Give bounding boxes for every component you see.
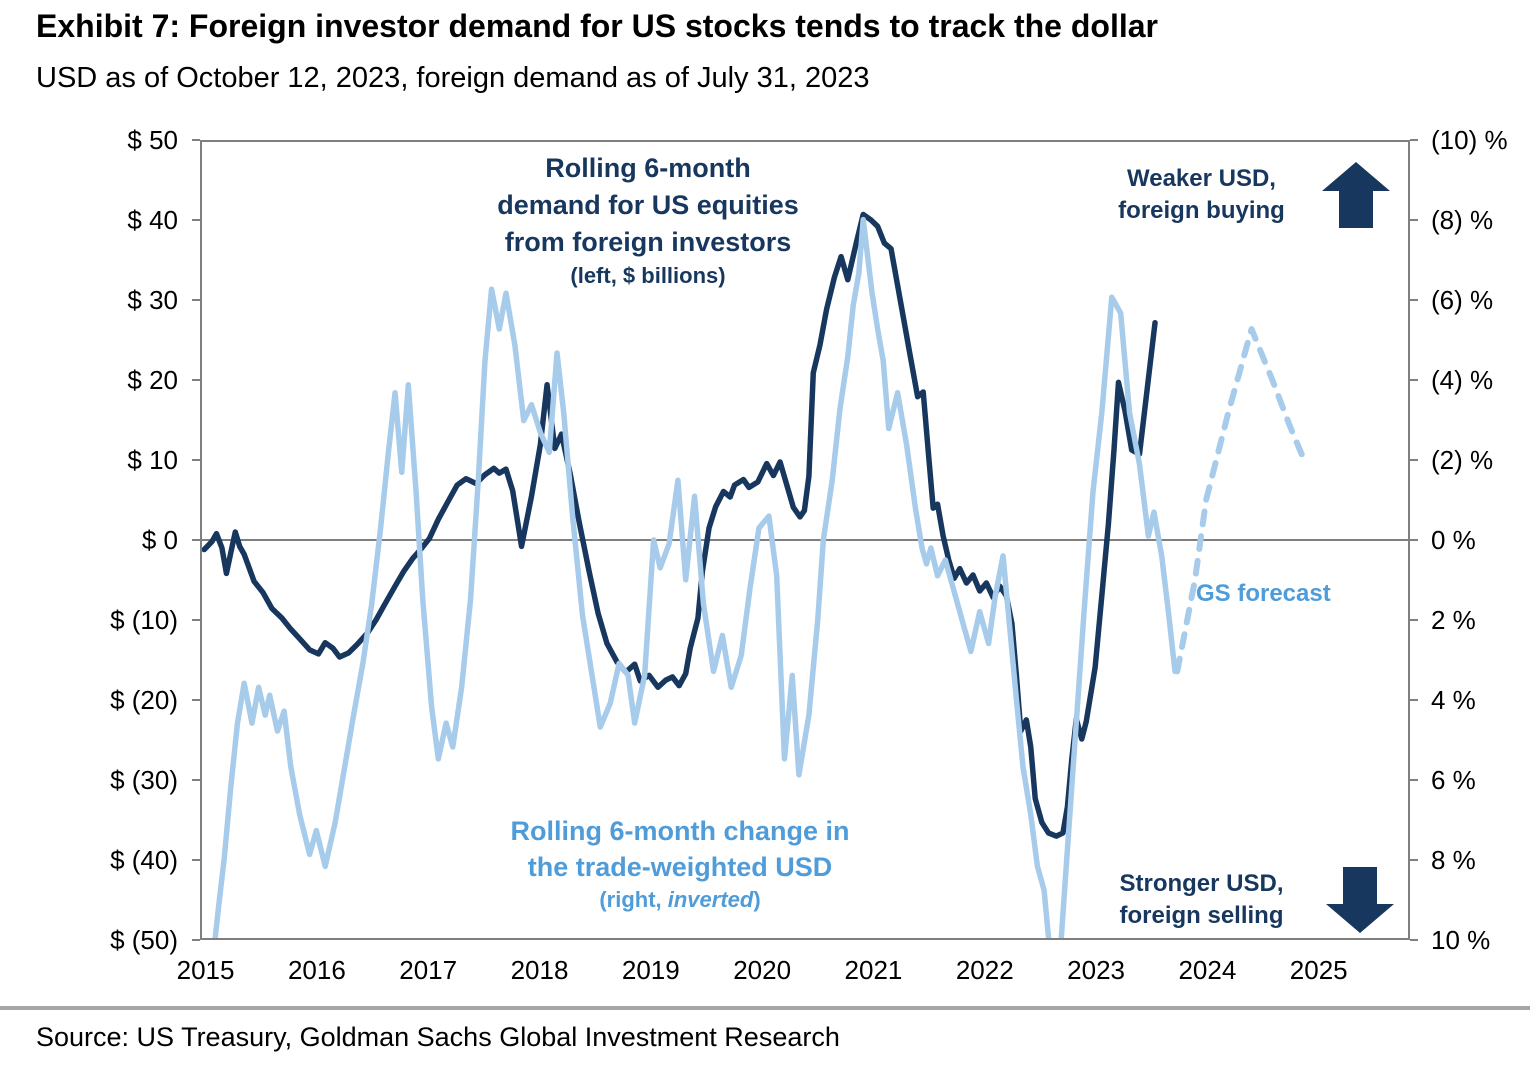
stronger-usd-annotation: Stronger USD, foreign selling xyxy=(1094,868,1309,932)
x-axis-tick-label: 2023 xyxy=(1067,955,1125,985)
page-subtitle: USD as of October 12, 2023, foreign dema… xyxy=(36,62,870,94)
right-axis-tick xyxy=(1410,139,1418,141)
left-axis-tick-label: $ (50) xyxy=(110,925,178,955)
demand-series-label-line2: demand for US equities xyxy=(497,190,799,220)
left-axis-tick xyxy=(192,939,200,941)
right-axis-tick-label: (4) % xyxy=(1431,365,1494,395)
left-axis-tick-label: $ (30) xyxy=(110,765,178,795)
left-axis-tick xyxy=(192,539,200,541)
demand-series-label-line3: from foreign investors xyxy=(504,227,792,257)
left-axis-tick xyxy=(192,139,200,141)
left-axis-tick-label: $ 10 xyxy=(127,445,178,475)
plot-area xyxy=(200,140,1410,940)
right-axis-tick-label: (10) % xyxy=(1431,125,1508,155)
usd-series-label-line2: the trade-weighted USD xyxy=(527,852,833,882)
x-axis-tick-label: 2017 xyxy=(399,955,458,985)
series-right xyxy=(212,216,1178,938)
left-axis-tick xyxy=(192,459,200,461)
right-axis-tick xyxy=(1410,379,1418,381)
left-axis-tick-label: $ 30 xyxy=(127,285,178,315)
right-axis-tick-label: 6 % xyxy=(1431,765,1476,795)
footer-divider xyxy=(0,1006,1530,1010)
right-axis-tick-label: 0 % xyxy=(1431,525,1476,555)
x-axis-tick-label: 2021 xyxy=(844,955,903,985)
left-axis-tick-label: $ (40) xyxy=(110,845,178,875)
chart-plot xyxy=(202,211,1408,938)
right-axis-tick-label: 8 % xyxy=(1431,845,1476,875)
left-axis-tick xyxy=(192,219,200,221)
down-arrow-icon xyxy=(1326,867,1394,933)
right-axis-tick xyxy=(1410,459,1418,461)
right-axis-tick xyxy=(1410,939,1418,941)
source-note: Source: US Treasury, Goldman Sachs Globa… xyxy=(36,1022,840,1052)
x-axis-tick-label: 2016 xyxy=(287,955,346,985)
left-axis-tick-label: $ (10) xyxy=(110,605,178,635)
left-axis-tick-label: $ 0 xyxy=(141,525,178,555)
left-axis-tick xyxy=(192,859,200,861)
up-arrow-icon xyxy=(1322,162,1390,228)
left-axis-tick-label: $ 20 xyxy=(127,365,178,395)
usd-series-label-sub: (right, inverted) xyxy=(599,887,761,912)
weaker-usd-line1: Weaker USD, xyxy=(1127,165,1276,192)
right-axis-tick-label: (8) % xyxy=(1431,205,1494,235)
stronger-usd-line2: foreign selling xyxy=(1119,902,1284,929)
right-axis-tick xyxy=(1410,219,1418,221)
usd-series-label-line1: Rolling 6-month change in xyxy=(510,816,850,846)
weaker-usd-annotation: Weaker USD, foreign buying xyxy=(1094,163,1309,227)
left-axis-tick xyxy=(192,619,200,621)
page-title: Exhibit 7: Foreign investor demand for U… xyxy=(36,8,1158,44)
left-axis-tick xyxy=(192,779,200,781)
x-axis-tick-label: 2020 xyxy=(733,955,792,985)
usd-series-label: Rolling 6-month change in the trade-weig… xyxy=(440,813,920,915)
right-axis-tick-label: 4 % xyxy=(1431,685,1476,715)
left-axis-tick xyxy=(192,379,200,381)
left-axis-tick-label: $ 50 xyxy=(127,125,178,155)
x-axis-tick-label: 2018 xyxy=(510,955,569,985)
right-axis-tick-label: 2 % xyxy=(1431,605,1476,635)
series-forecast xyxy=(1174,326,1309,675)
x-axis-tick-label: 2022 xyxy=(955,955,1014,985)
right-axis-tick xyxy=(1410,539,1418,541)
gs-forecast-label: GS forecast xyxy=(1196,580,1331,607)
demand-series-label-line1: Rolling 6-month xyxy=(545,153,751,183)
right-axis-tick xyxy=(1410,299,1418,301)
demand-series-label: Rolling 6-month demand for US equities f… xyxy=(418,150,878,291)
left-axis-tick-label: $ 40 xyxy=(127,205,178,235)
left-axis-tick-label: $ (20) xyxy=(110,685,178,715)
left-axis-tick xyxy=(192,699,200,701)
left-axis-tick xyxy=(192,299,200,301)
right-axis-tick xyxy=(1410,619,1418,621)
right-axis-tick-label: (2) % xyxy=(1431,445,1494,475)
weaker-usd-line2: foreign buying xyxy=(1118,197,1285,224)
demand-series-label-sub: (left, $ billions) xyxy=(570,263,726,288)
right-axis-tick xyxy=(1410,859,1418,861)
x-axis-tick-label: 2025 xyxy=(1289,955,1348,985)
right-axis-tick xyxy=(1410,699,1418,701)
x-axis-tick-label: 2019 xyxy=(621,955,680,985)
right-axis-tick-label: (6) % xyxy=(1431,285,1494,315)
right-axis-tick-label: 10 % xyxy=(1431,925,1491,955)
x-axis-tick-label: 2024 xyxy=(1178,955,1237,985)
x-axis-tick-label: 2015 xyxy=(176,955,235,985)
right-axis-tick xyxy=(1410,779,1418,781)
stronger-usd-line1: Stronger USD, xyxy=(1119,870,1284,897)
